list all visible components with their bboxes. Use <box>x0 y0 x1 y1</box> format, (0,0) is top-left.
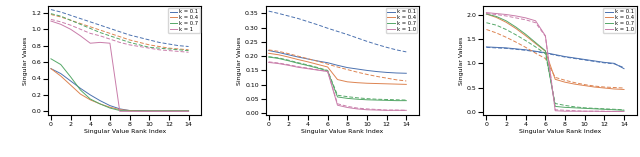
Y-axis label: Singular Values: Singular Values <box>459 36 464 85</box>
Legend: k = 0.1, k = 0.4, k = 0.7, k = 1: k = 0.1, k = 0.4, k = 0.7, k = 1 <box>168 8 200 33</box>
Y-axis label: Singular Values: Singular Values <box>237 36 243 85</box>
Legend: k = 0.1, k = 0.4, k = 0.7, k = 1.0: k = 0.1, k = 0.4, k = 0.7, k = 1.0 <box>386 8 417 33</box>
X-axis label: Singular Value Rank Index: Singular Value Rank Index <box>519 129 601 134</box>
X-axis label: Singular Value Rank Index: Singular Value Rank Index <box>301 129 383 134</box>
X-axis label: Singular Value Rank Index: Singular Value Rank Index <box>84 129 166 134</box>
Y-axis label: Singular Values: Singular Values <box>24 36 28 85</box>
Legend: k = 0.1, k = 0.4, k = 0.7, k = 1.0: k = 0.1, k = 0.4, k = 0.7, k = 1.0 <box>604 8 636 33</box>
